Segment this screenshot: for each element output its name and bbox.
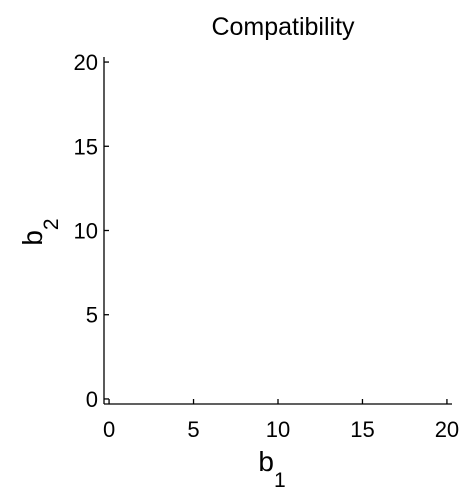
chart-title: Compatibility	[211, 13, 355, 41]
y-ticks: 0 5 10 15 20	[74, 50, 109, 412]
x-tick-label: 10	[266, 417, 290, 442]
plot-area: 0 5 10 15 20 0 5 10 15 20	[74, 50, 460, 442]
x-axis-label: b1	[258, 446, 285, 492]
x-tick-label: 0	[103, 417, 115, 442]
y-tick-label: 0	[86, 387, 98, 412]
x-axis-label-subscript: 1	[274, 469, 286, 492]
x-ticks: 0 5 10 15 20	[103, 399, 459, 442]
y-tick-label: 10	[74, 219, 98, 244]
x-tick-label: 20	[435, 417, 459, 442]
y-axis-label-subscript: 2	[40, 218, 63, 230]
y-axis-label: b2	[17, 218, 63, 245]
x-axis-label-base: b	[258, 446, 274, 477]
y-tick-label: 20	[74, 50, 98, 75]
x-tick-label: 15	[350, 417, 374, 442]
y-tick-label: 15	[74, 134, 98, 159]
x-tick-label: 5	[187, 417, 199, 442]
y-axis-label-base: b	[17, 230, 48, 246]
y-tick-label: 5	[86, 303, 98, 328]
